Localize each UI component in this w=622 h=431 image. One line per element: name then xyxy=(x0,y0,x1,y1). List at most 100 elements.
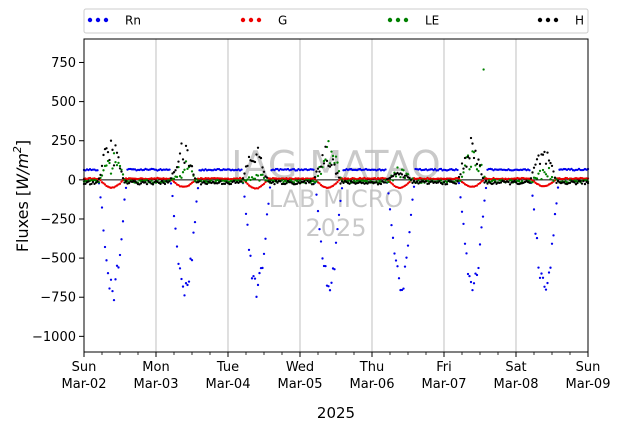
rn-point xyxy=(168,168,171,171)
h-point xyxy=(255,153,258,156)
rn-point xyxy=(112,299,116,302)
rn-point xyxy=(328,289,332,292)
le-point xyxy=(190,170,194,173)
h-point xyxy=(261,166,264,169)
h-point xyxy=(96,180,99,183)
y-axis: −1000 −750 −500 −250 0 250 500 750 xyxy=(32,56,84,345)
h-point xyxy=(547,159,551,162)
le-point xyxy=(538,169,542,173)
h-point xyxy=(169,177,173,180)
h-point xyxy=(445,182,449,186)
h-point xyxy=(486,182,489,185)
rn-point xyxy=(240,168,243,171)
le-point xyxy=(331,154,335,158)
h-point xyxy=(471,142,474,145)
le-point xyxy=(520,180,524,183)
h-point xyxy=(265,176,269,179)
h-point xyxy=(241,177,245,180)
h-point xyxy=(163,182,167,186)
rn-point xyxy=(118,253,122,257)
g-point xyxy=(475,184,479,187)
x-tick-label-date: Mar-06 xyxy=(350,377,395,392)
rn-point xyxy=(172,214,176,218)
rn-point xyxy=(333,268,336,271)
le-point xyxy=(112,152,116,155)
legend-marker xyxy=(387,17,393,23)
h-point xyxy=(139,182,143,185)
rn-point xyxy=(549,266,552,269)
h-point xyxy=(181,158,185,161)
g-point xyxy=(331,184,335,188)
rn-point xyxy=(336,227,339,231)
rn-point xyxy=(411,198,414,201)
rn-point xyxy=(100,206,104,209)
le-point xyxy=(552,179,555,183)
rn-point xyxy=(247,248,251,252)
rn-point xyxy=(400,288,404,292)
h-point xyxy=(417,182,420,185)
rn-point xyxy=(246,223,249,226)
rn-point xyxy=(189,257,192,260)
legend-marker xyxy=(553,17,559,23)
le-point xyxy=(327,139,330,143)
h-point xyxy=(462,167,465,170)
h-point xyxy=(325,159,329,163)
h-point xyxy=(135,181,138,184)
y-tick-label: 0 xyxy=(68,173,76,188)
h-point xyxy=(441,182,444,186)
le-point xyxy=(391,179,395,182)
g-point xyxy=(391,183,395,186)
h-point xyxy=(538,162,542,166)
h-point xyxy=(483,181,486,184)
h-point xyxy=(159,182,162,186)
h-point xyxy=(127,182,131,185)
h-point xyxy=(124,180,128,183)
rn-point xyxy=(457,182,461,185)
h-point xyxy=(529,177,533,180)
rn-point xyxy=(556,186,560,189)
y-tick-label: −250 xyxy=(40,212,76,227)
rn-point xyxy=(535,236,539,240)
h-point xyxy=(375,181,378,184)
le-point xyxy=(262,176,266,180)
h-point xyxy=(409,178,413,181)
rn-point xyxy=(391,236,395,239)
le-point xyxy=(118,164,122,168)
le-point xyxy=(282,180,285,184)
h-point xyxy=(330,163,333,167)
rn-point xyxy=(555,202,558,205)
g-point xyxy=(318,182,321,185)
le-point xyxy=(483,175,486,178)
rn-point xyxy=(192,231,195,234)
h-point xyxy=(316,167,320,170)
h-point xyxy=(537,154,540,157)
le-point xyxy=(330,150,333,153)
le-point xyxy=(169,178,173,182)
rn-point xyxy=(570,167,573,171)
rn-point xyxy=(387,192,390,195)
h-point xyxy=(582,180,585,183)
rn-point xyxy=(262,252,266,256)
h-point xyxy=(237,181,240,185)
rn-point xyxy=(121,220,125,223)
rn-point xyxy=(541,276,545,279)
legend-marker xyxy=(403,17,409,23)
le-point xyxy=(396,166,399,169)
h-point xyxy=(295,182,299,185)
h-point xyxy=(219,180,222,183)
h-point xyxy=(568,181,572,184)
rn-point xyxy=(472,282,476,285)
plot-area xyxy=(84,39,588,352)
h-point xyxy=(304,182,308,185)
g-point xyxy=(99,179,102,182)
rn-point xyxy=(397,277,401,280)
le-point xyxy=(475,168,479,171)
le-point xyxy=(183,168,186,171)
g-point xyxy=(262,182,266,186)
rn-point xyxy=(543,285,546,288)
le-point xyxy=(550,175,554,179)
le-point xyxy=(193,179,197,183)
legend-frame xyxy=(83,8,589,34)
rn-point xyxy=(108,287,111,290)
rn-point xyxy=(534,232,537,235)
